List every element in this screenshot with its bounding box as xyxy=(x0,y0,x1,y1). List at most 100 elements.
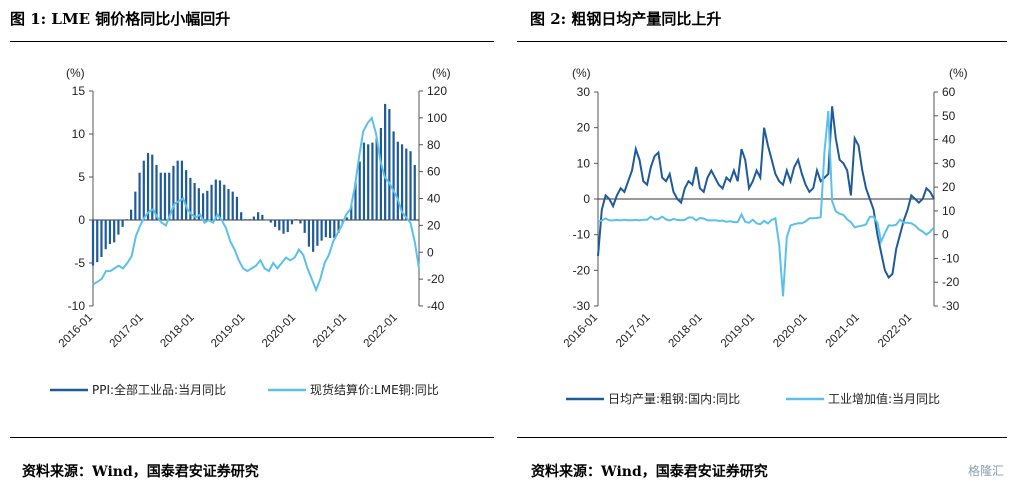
left-y-tick-label: -10 xyxy=(68,299,86,313)
ppi-bar xyxy=(282,220,285,234)
left-y-tick-label: 10 xyxy=(577,156,591,170)
legend-label-ppi: PPI:全部工业品:当月同比 xyxy=(92,382,226,397)
ppi-bar xyxy=(163,172,167,220)
x-tick-label: 2020-01 xyxy=(260,312,298,350)
ppi-bar xyxy=(240,212,243,220)
ppi-bar xyxy=(384,103,387,220)
ppi-bar xyxy=(367,144,370,220)
legend-label-industrial-value-added: 工业增加值:当月同比 xyxy=(828,391,940,406)
ppi-bar xyxy=(206,190,209,220)
ppi-bar xyxy=(379,127,382,220)
right-y-tick-label: -20 xyxy=(427,272,445,286)
ppi-bar xyxy=(333,220,336,239)
right-unit-label: (%) xyxy=(432,66,451,80)
right-chart-title: 图 2: 粗钢日均产量同比上升 xyxy=(530,10,722,28)
right-source-note: 资料来源：Wind，国泰君安证券研究 xyxy=(531,464,768,480)
ppi-bar xyxy=(244,219,247,220)
ppi-bar xyxy=(130,209,133,220)
left-y-tick-label: 15 xyxy=(72,84,86,98)
ppi-bar xyxy=(108,220,112,245)
ppi-bar xyxy=(358,161,361,220)
series-line-light xyxy=(92,115,420,293)
ppi-bar xyxy=(350,205,353,220)
left-y-tick-label: 0 xyxy=(583,192,590,206)
left-y-tick-label: 10 xyxy=(72,127,86,141)
ppi-bar xyxy=(278,220,281,231)
x-tick-label: 2021-01 xyxy=(824,312,862,350)
ppi-bar xyxy=(400,144,404,220)
left-y-tick-label: -5 xyxy=(74,256,85,270)
ppi-bar xyxy=(354,182,357,220)
right-y-tick-label: 60 xyxy=(942,85,956,99)
right-y-tick-label: 100 xyxy=(427,111,447,125)
left-top-rule xyxy=(10,41,494,42)
ppi-bar xyxy=(252,216,255,220)
ppi-bar xyxy=(396,141,399,220)
ppi-bar xyxy=(201,193,205,220)
right-y-tick-label: 40 xyxy=(427,192,441,206)
ppi-bar xyxy=(214,179,217,220)
ppi-bar xyxy=(362,142,366,220)
ppi-bar xyxy=(172,165,175,220)
right-y-tick-label: 120 xyxy=(427,84,447,98)
right-y-tick-label: 0 xyxy=(427,245,434,259)
right-y-tick-label: 0 xyxy=(942,228,949,242)
ppi-bar xyxy=(295,219,298,220)
ppi-bar xyxy=(168,172,171,220)
x-tick-label: 2018-01 xyxy=(158,312,196,350)
right-chart-legend: 日均产量:粗钢:国内:同比 工业增加值:当月同比 xyxy=(566,391,940,406)
chart-copper-ppi: (%) (%) -10 -5 0 5 10 15 -40 -20 0 20 40 60 80 100 120 20… xyxy=(57,66,451,350)
ppi-bar xyxy=(176,160,179,220)
ppi-bar xyxy=(197,188,200,220)
x-tick-label: 2018-01 xyxy=(667,312,705,350)
x-tick-label: 2019-01 xyxy=(719,312,757,350)
left-bottom-rule xyxy=(10,437,494,438)
ppi-bar xyxy=(159,172,162,220)
left-y-tick-label: 30 xyxy=(577,85,591,99)
ppi-bar xyxy=(375,138,378,220)
ppi-bar xyxy=(100,220,103,257)
right-y-tick-label: 40 xyxy=(942,133,956,147)
right-y-tick-label: 20 xyxy=(942,180,956,194)
ppi-bar xyxy=(218,180,222,220)
right-top-rule xyxy=(517,41,1007,42)
ppi-bar xyxy=(104,220,107,250)
right-y-tick-label: 50 xyxy=(942,109,956,123)
right-y-tick-label: -20 xyxy=(942,275,960,289)
x-tick-label: 2019-01 xyxy=(209,312,247,350)
ppi-bar xyxy=(248,219,251,220)
ppi-bar xyxy=(146,152,150,220)
right-bottom-rule xyxy=(517,437,1007,438)
ppi-bar xyxy=(405,148,408,220)
left-y-tick-label: 20 xyxy=(577,121,591,135)
ppi-bar xyxy=(235,196,239,220)
ppi-bar xyxy=(142,160,145,220)
ppi-bar xyxy=(113,220,116,243)
ppi-bar xyxy=(316,220,319,246)
right-unit-label: (%) xyxy=(949,66,968,80)
right-y-tick-label: -30 xyxy=(942,299,960,313)
right-y-tick-label: 60 xyxy=(427,165,441,179)
right-y-tick-label: 20 xyxy=(427,218,441,232)
left-y-tick-label: -10 xyxy=(573,228,591,242)
series-line-light xyxy=(597,110,935,297)
ppi-bar xyxy=(257,212,260,220)
ppi-bar xyxy=(413,164,416,220)
x-tick-label: 2022-01 xyxy=(876,312,914,350)
legend-label-steel-output: 日均产量:粗钢:国内:同比 xyxy=(608,392,740,406)
series-line-dark xyxy=(597,106,935,280)
ppi-bar xyxy=(261,214,264,220)
ppi-bar xyxy=(231,191,234,220)
right-y-tick-label: -40 xyxy=(427,299,445,313)
ppi-bar xyxy=(223,184,226,220)
ppi-bar xyxy=(193,183,196,220)
ppi-bar xyxy=(117,220,120,235)
left-y-tick-label: 0 xyxy=(78,213,85,227)
ppi-bar xyxy=(265,220,268,221)
left-unit-label: (%) xyxy=(66,66,85,80)
left-chart-legend: PPI:全部工业品:当月同比 现货结算价:LME铜:同比 xyxy=(50,382,439,397)
ppi-bar xyxy=(134,191,137,220)
ppi-bar xyxy=(409,151,412,220)
ppi-bar xyxy=(151,154,154,220)
watermark: 格隆汇 xyxy=(967,464,1004,478)
